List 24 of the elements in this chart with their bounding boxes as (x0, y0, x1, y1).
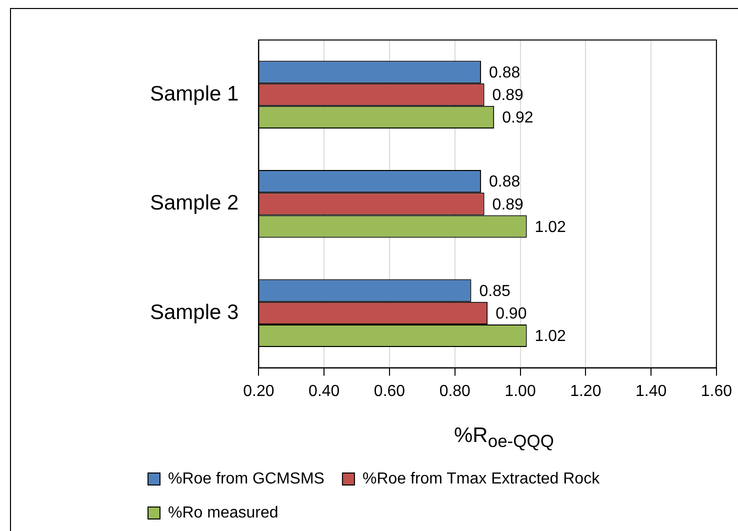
data-label: 1.02 (534, 218, 566, 236)
legend-label: %Roe from Tmax Extracted Rock (362, 470, 601, 488)
legend-label: %Ro measured (168, 504, 278, 522)
data-label: 0.92 (502, 110, 534, 127)
y-tick-label: Sample 3 (150, 300, 239, 324)
legend-label: %Roe from GCMSMS (168, 470, 324, 488)
data-label: 0.88 (489, 174, 520, 191)
x-tick-label: 1.40 (635, 382, 667, 400)
y-tick-label: Sample 2 (150, 192, 239, 215)
data-label: 0.89 (492, 196, 524, 214)
x-tick-label: 1.00 (504, 382, 536, 400)
x-tick-label: 0.60 (374, 382, 406, 400)
x-tick-label: 1.20 (570, 382, 602, 400)
x-tick-label: 0.20 (243, 382, 274, 400)
x-tick-label: 0.40 (308, 382, 340, 400)
data-label: 0.88 (489, 64, 520, 82)
x-tick-label: 0.80 (439, 382, 471, 400)
data-label: 1.02 (534, 328, 566, 346)
x-axis-title: %R$_{oe-QQQ}$ (453, 424, 555, 452)
data-label: 0.90 (496, 306, 527, 323)
data-label: 0.89 (492, 87, 524, 104)
y-tick-label: Sample 1 (150, 82, 239, 106)
x-tick-label: 1.60 (700, 382, 732, 400)
data-label: 0.85 (479, 282, 510, 300)
